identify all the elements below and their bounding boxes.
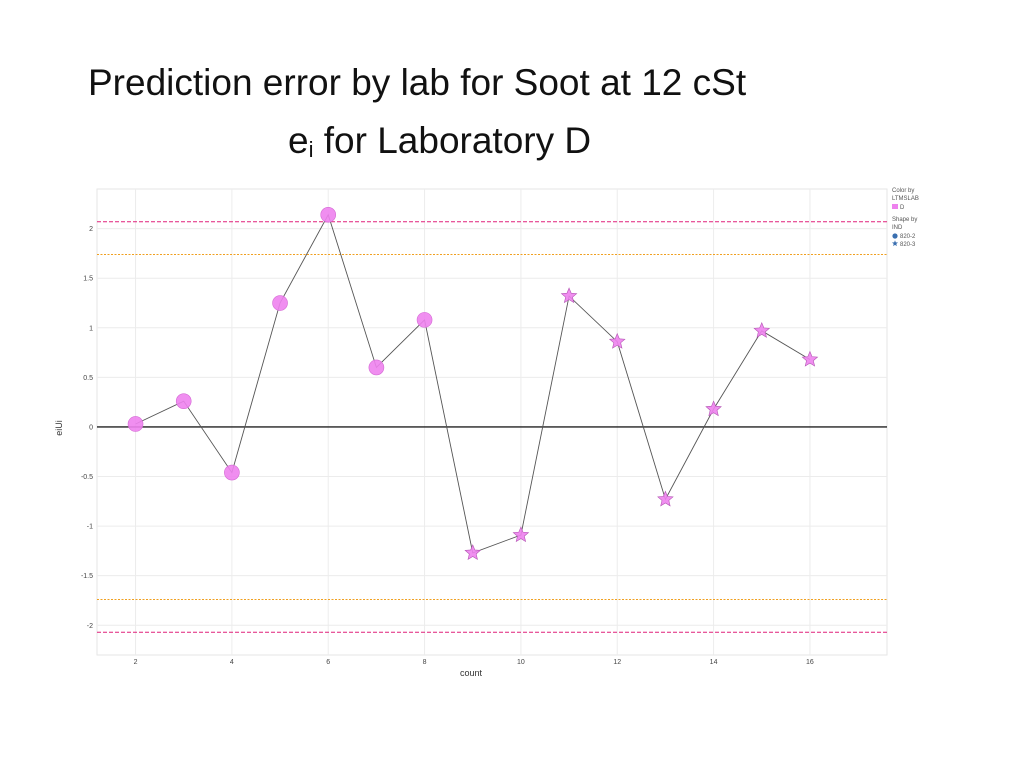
point-820-2-4 — [320, 206, 337, 223]
y-tick-label-4: 0 — [89, 424, 93, 431]
point-820-2-6 — [416, 312, 433, 328]
y-tick-label-5: -0.5 — [81, 474, 93, 481]
point-820-2-0 — [127, 416, 144, 432]
point-820-3-5 — [705, 400, 722, 417]
y-tick-label-6: -1 — [87, 524, 93, 531]
y-tick-label-7: -1.5 — [81, 573, 93, 580]
x-tick-label-6: 14 — [710, 659, 718, 666]
point-820-2-1 — [175, 393, 192, 409]
legend-shape-star-icon — [891, 240, 899, 247]
point-820-3-2 — [560, 287, 578, 304]
x-axis-ticks: 2 4 6 8 10 12 14 16 — [134, 659, 814, 666]
legend-shape-title-2: IND — [892, 225, 903, 231]
legend-shape-title-1: Shape by — [892, 217, 917, 223]
x-tick-label-2: 6 — [326, 659, 330, 666]
x-tick-label-1: 4 — [230, 659, 234, 666]
y-tick-label-1: 1.5 — [83, 276, 93, 283]
point-820-3-3 — [608, 332, 626, 349]
point-820-2-5 — [368, 359, 385, 376]
y-axis-title: eiUi — [54, 420, 64, 436]
point-820-3-0 — [464, 544, 482, 560]
x-axis-title: count — [460, 668, 483, 678]
data-points — [127, 206, 819, 560]
title-subscript-i: i — [308, 137, 314, 162]
y-tick-label-0: 2 — [89, 226, 93, 233]
legend-shape-circle-icon — [892, 233, 898, 239]
title-e: e — [288, 120, 309, 161]
plot-border — [96, 188, 888, 656]
point-820-2-3 — [272, 295, 288, 311]
x-tick-label-0: 2 — [134, 659, 138, 666]
legend-color-title-2: LTMSLAB — [892, 196, 919, 202]
legend-color-title-1: Color by — [892, 188, 914, 194]
reference-lines — [97, 221, 887, 633]
legend-color-swatch — [892, 204, 898, 209]
x-tick-label-4: 10 — [517, 659, 525, 666]
title-line-2: ei for Laboratory D — [288, 120, 591, 163]
point-820-3-1 — [512, 526, 530, 543]
legend-color-entry: D — [900, 205, 905, 211]
x-tick-label-7: 16 — [806, 659, 814, 666]
point-820-3-4 — [657, 490, 674, 507]
title-rest: for Laboratory D — [313, 120, 592, 161]
legend: Color by LTMSLAB D Shape by IND 820-2 82… — [891, 188, 919, 248]
x-tick-label-3: 8 — [423, 659, 427, 666]
point-820-3-6 — [753, 321, 771, 338]
legend-shape-entry-2: 820-3 — [900, 242, 916, 248]
x-tick-label-5: 12 — [613, 659, 621, 666]
point-820-2-2 — [224, 464, 240, 481]
y-tick-label-2: 1 — [89, 325, 93, 332]
point-820-3-7 — [801, 350, 819, 367]
y-tick-label-8: -2 — [87, 623, 93, 630]
title-line-1: Prediction error by lab for Soot at 12 c… — [88, 62, 747, 103]
legend-shape-entry-1: 820-2 — [900, 234, 916, 240]
y-axis-ticks: 2 1.5 1 0.5 0 -0.5 -1 -1.5 -2 — [81, 226, 93, 630]
y-tick-label-3: 0.5 — [83, 375, 93, 382]
